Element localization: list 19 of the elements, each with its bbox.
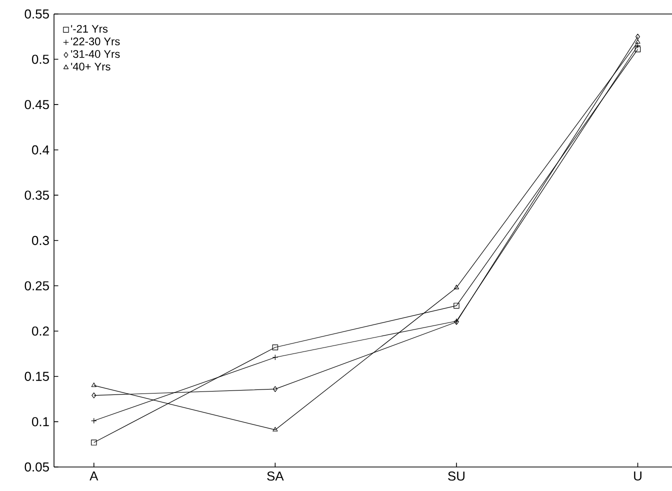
y-tick-label: 0.3 (32, 236, 49, 246)
y-tick-label: 0.15 (24, 372, 49, 381)
y-tick-label: 0.45 (24, 100, 49, 110)
x-tick-label: SA (267, 471, 284, 481)
x-tick-label: A (90, 472, 98, 480)
y-tick-label: 0.55 (24, 9, 49, 19)
y-tick-label: 0.1 (32, 417, 49, 426)
y-tick-label: 0.35 (24, 190, 49, 200)
y-tick-label: 0.2 (32, 326, 49, 336)
y-tick-label: 0.5 (32, 54, 49, 64)
x-tick-label: SU (448, 471, 464, 481)
y-tick-label: 0.05 (24, 462, 49, 472)
legend-label: '22-30 Yrs (71, 38, 120, 46)
y-tick-label: 0.4 (32, 145, 50, 154)
x-tick-label: U (634, 472, 642, 481)
y-tick-label: 0.25 (24, 281, 49, 290)
legend-label: '31-40 Yrs (71, 50, 120, 58)
legend-label: '40+ Yrs (71, 62, 110, 70)
legend-label: '-21 Yrs (71, 24, 108, 33)
